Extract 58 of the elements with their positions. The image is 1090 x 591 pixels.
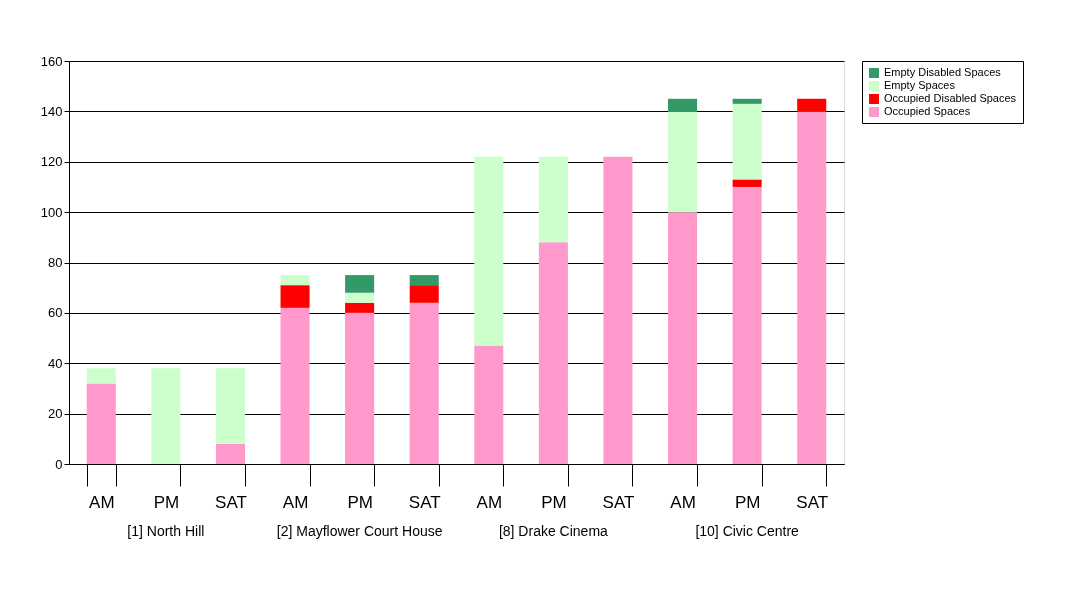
bar (215, 368, 245, 444)
bar (732, 186, 762, 464)
y-tick-label: 20 (48, 406, 63, 422)
bar (732, 98, 762, 104)
y-tick-label: 160 (40, 53, 63, 69)
bar (409, 285, 439, 303)
bar (668, 98, 698, 112)
y-tick-label: 120 (40, 154, 63, 170)
legend-label: Empty Disabled Spaces (884, 66, 1002, 78)
x-tick-label: PM (347, 492, 373, 512)
y-tick-label: 140 (40, 103, 63, 119)
legend-label: Occupied Disabled Spaces (884, 92, 1017, 104)
text: [2] Mayflower Court House (276, 523, 443, 539)
bar (280, 285, 310, 308)
x-tick-label: PM (153, 492, 180, 512)
y-tick-label: 0 (55, 456, 63, 472)
x-tick-label: SAT (215, 492, 247, 512)
x-tick-label: PM (734, 492, 761, 512)
x-tick-label: SAT (602, 492, 635, 512)
legend-label: Occupied Spaces (884, 105, 971, 117)
legend-label: Empty Spaces (884, 79, 956, 91)
bar (538, 242, 568, 464)
bar (345, 312, 375, 464)
x-tick-label: AM (282, 492, 309, 512)
text: [8] Drake Cinema (498, 523, 609, 539)
bar (474, 345, 504, 464)
bar (538, 156, 568, 243)
bar (215, 443, 245, 464)
bar (86, 368, 116, 384)
bar (668, 212, 698, 464)
text: [10] Civic Centre (695, 523, 800, 539)
x-tick-label: PM (541, 492, 567, 512)
bar (409, 275, 439, 286)
x-tick-label: SAT (796, 492, 829, 512)
bar (732, 103, 762, 180)
bar (603, 156, 633, 464)
x-tick-label: AM (670, 492, 696, 512)
y-tick-label: 60 (48, 305, 63, 321)
y-tick-label: 80 (48, 255, 63, 270)
y-tick-label: 40 (48, 355, 63, 371)
bar (345, 275, 375, 293)
bar (345, 302, 375, 313)
bar (345, 292, 375, 303)
bar (280, 275, 310, 286)
text: [1] North Hill (127, 523, 205, 539)
x-tick-label: AM (476, 492, 503, 512)
x-tick-label: AM (89, 492, 115, 512)
bar (86, 383, 116, 464)
bar (732, 179, 762, 187)
bar (797, 111, 827, 464)
bar (474, 156, 504, 346)
x-tick-label: SAT (408, 492, 441, 512)
bar (280, 307, 310, 464)
bar (151, 368, 181, 464)
bar (409, 302, 439, 464)
bar (668, 111, 698, 213)
y-tick-label: 100 (40, 204, 63, 220)
bar (797, 98, 827, 112)
